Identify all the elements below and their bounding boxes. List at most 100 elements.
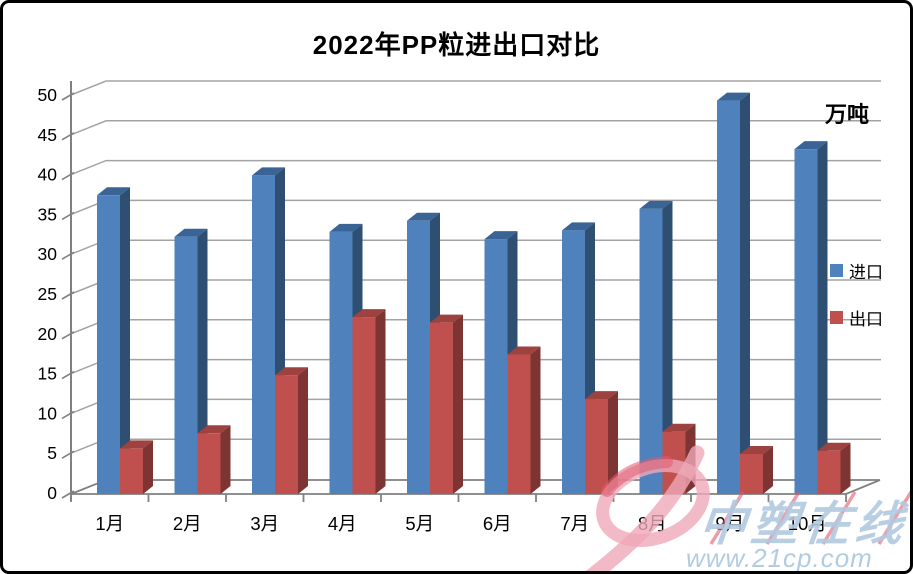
x-axis-label: 2月 xyxy=(173,513,202,534)
import-bar-top xyxy=(562,222,595,231)
y-tick xyxy=(61,132,75,141)
import-bar-top xyxy=(174,228,208,237)
import-bar-top xyxy=(717,92,750,101)
y-tick xyxy=(61,450,75,459)
y-axis-label: 25 xyxy=(38,284,57,304)
y-axis-label: 5 xyxy=(47,443,57,463)
y-tick xyxy=(61,331,75,340)
export-bar xyxy=(120,448,143,494)
gridline xyxy=(70,199,881,216)
x-axis-label: 5月 xyxy=(405,513,434,534)
y-axis-label: 15 xyxy=(38,364,57,384)
x-axis-label: 8月 xyxy=(638,513,667,534)
y-tick xyxy=(61,490,75,499)
x-axis-label: 4月 xyxy=(328,513,357,534)
import-bar xyxy=(639,208,663,494)
chart-title: 2022年PP粒进出口对比 xyxy=(312,30,601,60)
import-bar xyxy=(174,236,198,495)
y-tick xyxy=(61,410,75,420)
gridline xyxy=(70,120,881,136)
import-bar-side xyxy=(740,92,750,495)
export-bar-top xyxy=(120,440,153,449)
export-bar xyxy=(430,322,453,494)
import-bar-top xyxy=(252,167,285,176)
import-bar-side xyxy=(817,141,828,495)
y-tick xyxy=(61,291,75,300)
x-axis-label: 9月 xyxy=(715,513,744,534)
import-bar-side xyxy=(120,187,130,494)
export-bar xyxy=(507,354,531,494)
import-series-label: 进口 xyxy=(849,263,883,282)
export-bar xyxy=(197,433,221,494)
export-bar xyxy=(585,399,608,494)
import-series-swatch xyxy=(830,264,843,277)
import-bar xyxy=(562,230,585,494)
legend-item-import: 进口 xyxy=(830,258,883,283)
import-bar-top xyxy=(794,141,828,150)
export-bar-side xyxy=(143,440,153,494)
export-bar-side xyxy=(840,442,851,494)
export-bar-side xyxy=(763,445,773,494)
x-axis-label: 7月 xyxy=(560,513,589,534)
import-bar xyxy=(407,220,430,494)
import-bar xyxy=(717,100,740,495)
export-bar-top xyxy=(585,391,618,400)
import-bar-top xyxy=(329,223,363,232)
y-axis-label: 30 xyxy=(38,244,58,264)
y-axis-label: 45 xyxy=(38,125,57,145)
export-bar xyxy=(817,450,841,494)
x-axis-label: 3月 xyxy=(250,513,279,534)
y-axis-label: 50 xyxy=(38,85,58,105)
export-bar-side xyxy=(298,367,308,494)
export-bar xyxy=(352,317,376,494)
import-bar xyxy=(329,231,353,495)
export-series-swatch xyxy=(830,311,843,324)
export-bar-side xyxy=(375,309,386,494)
y-axis-label: 0 xyxy=(47,483,57,503)
y-axis-unit-label: 万吨 xyxy=(824,102,869,127)
export-bar-side xyxy=(530,346,541,494)
export-bar xyxy=(662,431,686,494)
gridline xyxy=(70,159,881,176)
import-bar xyxy=(97,195,120,494)
y-axis-label: 10 xyxy=(38,403,58,423)
export-bar-top xyxy=(662,423,696,432)
y-tick xyxy=(61,211,75,221)
legend: 进口 出口 xyxy=(830,258,883,352)
export-bar-side xyxy=(453,314,463,494)
x-axis-label: 6月 xyxy=(483,513,512,534)
y-tick xyxy=(61,92,75,101)
export-bar-top xyxy=(352,309,386,318)
export-bar-top xyxy=(507,346,541,355)
x-axis-label: 10月 xyxy=(788,513,827,534)
import-bar xyxy=(252,175,275,494)
bar-chart-canvas: 0 5 10 15 20 25 30 35 40 45 50 1月 2月 3月 4月 5月 6月 7月 8月 9月 10… xyxy=(38,80,881,534)
export-bar-side xyxy=(608,391,618,494)
export-bar-top xyxy=(430,314,463,323)
x-axis-label: 1月 xyxy=(95,513,124,534)
export-bar-top xyxy=(817,442,851,451)
export-bar-side xyxy=(685,423,696,494)
import-bar-top xyxy=(639,200,673,209)
y-axis-label: 35 xyxy=(38,204,57,224)
export-bar xyxy=(275,375,298,494)
export-bar-top xyxy=(275,367,308,376)
import-bar-side xyxy=(662,200,673,494)
export-bar-top xyxy=(740,445,773,454)
import-bar-top xyxy=(97,187,130,196)
import-bar-top xyxy=(407,212,440,221)
export-bar-side xyxy=(220,425,231,494)
y-axis-label: 40 xyxy=(38,165,58,185)
y-tick xyxy=(61,251,75,260)
legend-item-export: 出口 xyxy=(830,305,883,330)
y-axis-label: 20 xyxy=(38,324,58,344)
import-bar xyxy=(794,149,818,495)
y-tick xyxy=(61,171,75,181)
y-tick xyxy=(61,370,75,380)
import-bar-top xyxy=(484,231,518,240)
import-bar xyxy=(484,239,508,494)
export-series-label: 出口 xyxy=(849,310,883,329)
gridline xyxy=(70,80,881,96)
export-bar-top xyxy=(197,425,231,434)
